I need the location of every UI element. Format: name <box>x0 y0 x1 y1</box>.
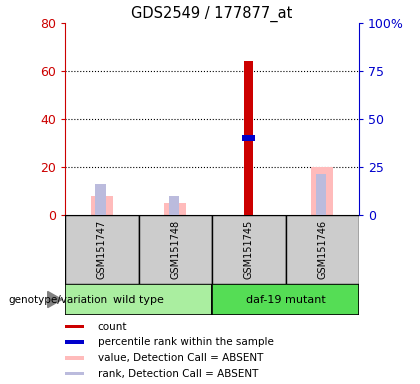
Text: rank, Detection Call = ABSENT: rank, Detection Call = ABSENT <box>98 369 258 379</box>
Bar <box>212 284 359 315</box>
Bar <box>212 215 286 284</box>
Bar <box>286 215 359 284</box>
Bar <box>169 196 179 215</box>
Bar <box>316 174 326 215</box>
Text: GSM151747: GSM151747 <box>97 220 107 279</box>
Text: GSM151748: GSM151748 <box>171 220 180 279</box>
Polygon shape <box>48 291 62 308</box>
Bar <box>91 196 113 215</box>
Bar <box>242 135 255 141</box>
Text: genotype/variation: genotype/variation <box>8 295 108 305</box>
Bar <box>164 203 186 215</box>
Bar <box>95 184 105 215</box>
Bar <box>244 61 253 215</box>
Text: GSM151745: GSM151745 <box>244 220 254 279</box>
Text: percentile rank within the sample: percentile rank within the sample <box>98 337 274 347</box>
Bar <box>65 215 139 284</box>
Text: wild type: wild type <box>113 295 164 305</box>
Bar <box>139 215 212 284</box>
Bar <box>65 325 84 328</box>
Bar <box>65 284 212 315</box>
Text: value, Detection Call = ABSENT: value, Detection Call = ABSENT <box>98 353 263 363</box>
Bar <box>65 341 84 344</box>
Bar <box>65 372 84 375</box>
Text: count: count <box>98 321 127 331</box>
Bar <box>311 167 333 215</box>
Title: GDS2549 / 177877_at: GDS2549 / 177877_at <box>131 5 293 22</box>
Bar <box>65 356 84 360</box>
Text: GSM151746: GSM151746 <box>318 220 327 279</box>
Text: daf-19 mutant: daf-19 mutant <box>246 295 326 305</box>
